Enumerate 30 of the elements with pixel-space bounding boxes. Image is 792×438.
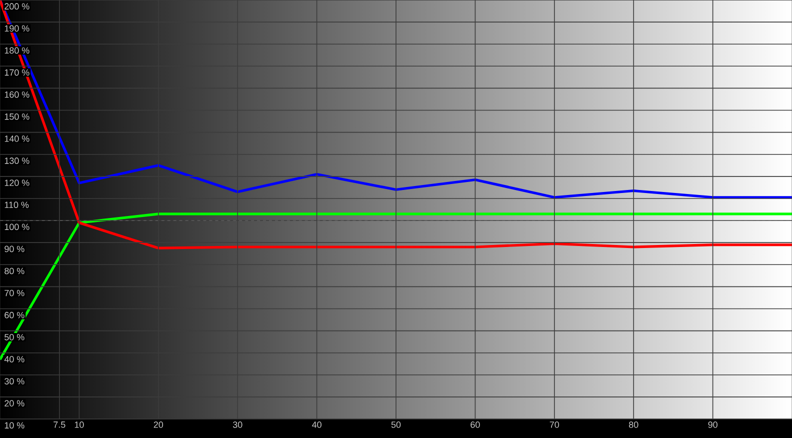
y-tick-label: 60 % [4, 312, 24, 318]
y-tick-label: 110 % [4, 202, 29, 208]
y-tick-label: 10 % [4, 422, 24, 429]
y-tick-label: 90 % [4, 246, 24, 252]
y-tick-label: 30 % [4, 378, 24, 384]
y-tick-label: 80 % [4, 268, 24, 274]
y-tick-label: 70 % [4, 290, 24, 296]
y-tick-label: 170 % [4, 69, 30, 76]
x-tick-label: 30 [232, 422, 242, 428]
y-tick-label: 140 % [4, 136, 30, 142]
y-tick-label: 40 % [4, 356, 24, 362]
y-tick-label: 120 % [4, 180, 30, 186]
y-tick-label: 200 % [4, 3, 30, 10]
x-tick-label: 20 [154, 422, 164, 428]
y-tick-label: 180 % [4, 47, 30, 54]
x-tick-label: 60 [470, 422, 480, 428]
x-tick-label: 7.5 [54, 422, 66, 428]
y-tick-label: 130 % [4, 158, 30, 164]
x-tick-label: 80 [629, 422, 638, 428]
x-tick-label: 70 [550, 422, 560, 428]
y-tick-label: 160 % [4, 91, 30, 98]
y-tick-label: 150 % [4, 113, 30, 120]
x-tick-label: 50 [391, 422, 401, 428]
x-tick-label: 10 [74, 422, 84, 428]
y-tick-label: 100 % [4, 224, 30, 230]
x-tick-label: 40 [312, 422, 322, 428]
y-tick-label: 50 % [4, 334, 24, 340]
y-tick-label: 190 % [4, 25, 30, 32]
y-tick-label: 20 % [4, 400, 24, 406]
x-tick-label: 90 [708, 422, 718, 428]
